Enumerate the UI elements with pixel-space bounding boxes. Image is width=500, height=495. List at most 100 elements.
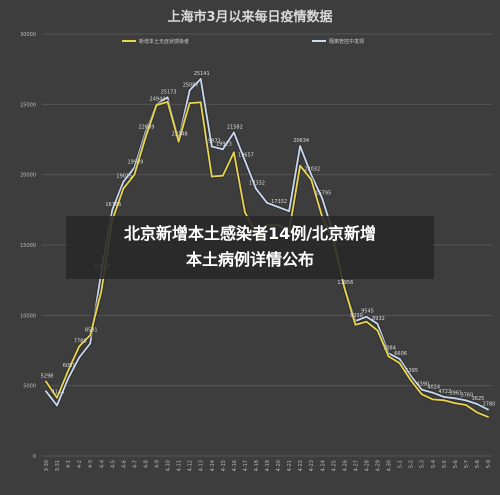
x-tick-label: 4-30 (387, 460, 393, 471)
headline-overlay: 北京新增本土感染者14例/北京新增 本土病例详情公布 (66, 216, 434, 279)
data-point (67, 377, 69, 380)
data-label: 7084 (383, 345, 396, 351)
data-point (122, 187, 125, 190)
x-tick-label: 4-10 (166, 460, 172, 471)
x-tick-label: 4-8 (143, 460, 149, 468)
x-tick-label: 5-6 (453, 460, 459, 468)
data-point (277, 206, 279, 208)
data-label: 20634 (293, 138, 309, 144)
x-tick-label: 4-12 (188, 460, 194, 471)
data-label: 3625 (472, 396, 485, 402)
data-point (431, 391, 434, 394)
data-label: 9545 (361, 309, 374, 315)
data-point (420, 388, 423, 391)
data-label: 4024 (427, 385, 440, 391)
data-label: 4144 (52, 390, 65, 396)
data-point (420, 393, 423, 396)
data-point (244, 211, 246, 214)
data-point (133, 173, 136, 176)
data-point (354, 323, 357, 326)
data-point (310, 178, 313, 181)
x-tick-label: 4-16 (232, 460, 238, 471)
data-point (487, 415, 489, 418)
x-tick-label: 4-19 (265, 460, 271, 471)
x-tick-label: 4-1 (66, 460, 72, 468)
x-tick-label: 4-9 (155, 460, 161, 468)
data-point (188, 89, 191, 92)
data-point (89, 334, 92, 337)
data-label: 19923 (216, 141, 232, 147)
data-label: 5298 (41, 373, 54, 379)
data-point (221, 148, 224, 151)
y-tick-label: 0 (33, 454, 36, 460)
x-tick-label: 3-30 (44, 460, 50, 471)
data-point (376, 329, 379, 332)
data-point (398, 362, 401, 364)
data-point (487, 408, 489, 411)
data-label: 19989 (127, 160, 143, 166)
x-tick-label: 5-4 (431, 460, 437, 468)
x-tick-label: 5-9 (486, 460, 492, 468)
data-point (476, 411, 478, 414)
data-label: 6051 (63, 363, 76, 369)
x-tick-label: 5-8 (475, 460, 481, 468)
data-point (122, 180, 125, 183)
data-point (89, 342, 92, 345)
data-label: 19015 (116, 174, 132, 180)
data-point (453, 402, 456, 405)
data-label: 8581 (85, 327, 98, 333)
data-label: 5395 (405, 368, 418, 374)
data-label: 19657 (238, 153, 254, 159)
data-point (376, 322, 379, 325)
data-label: 17332 (271, 199, 287, 205)
data-label: 8932 (372, 316, 385, 322)
data-point (78, 356, 81, 359)
x-tick-label: 4-25 (331, 460, 337, 471)
data-label: 4722 (438, 389, 451, 395)
x-tick-label: 5-7 (464, 460, 470, 468)
y-tick-label: 30000 (20, 32, 36, 38)
x-tick-label: 3-31 (55, 460, 61, 471)
data-label: 15795 (315, 191, 331, 197)
data-point (199, 78, 202, 80)
data-label: 25141 (194, 71, 210, 77)
data-point (365, 320, 368, 323)
data-point (442, 399, 445, 402)
x-tick-label: 4-22 (298, 460, 304, 471)
legend-label: 隔离管控中发现 (329, 38, 364, 45)
x-tick-label: 4-2 (77, 460, 83, 468)
data-label: 16766 (105, 202, 121, 208)
data-point (321, 197, 324, 200)
data-label: 7788 (74, 338, 87, 344)
data-label: 22032 (304, 167, 320, 173)
x-tick-label: 4-15 (221, 460, 227, 471)
data-point (398, 358, 401, 360)
data-point (100, 290, 103, 293)
data-point (45, 380, 47, 383)
data-point (166, 96, 169, 99)
x-tick-label: 4-18 (254, 460, 260, 471)
data-point (343, 286, 346, 289)
data-point (221, 174, 224, 177)
headline-line-2: 本土病例详情公布 (185, 250, 314, 269)
data-label: 2780 (483, 402, 496, 408)
y-tick-label: 5000 (23, 384, 36, 390)
data-point (45, 390, 47, 393)
x-tick-label: 4-6 (121, 460, 127, 468)
data-point (465, 404, 467, 406)
data-point (431, 398, 434, 401)
data-point (210, 175, 213, 178)
data-point (299, 164, 302, 167)
data-point (288, 210, 290, 213)
data-point (244, 159, 246, 162)
data-label: 22348 (172, 132, 188, 138)
y-tick-label: 20000 (20, 173, 36, 179)
x-tick-label: 4-27 (353, 460, 359, 471)
x-tick-label: 4-4 (99, 460, 105, 468)
x-tick-label: 4-20 (276, 460, 282, 471)
data-label: 17332 (249, 181, 265, 187)
x-tick-label: 4-13 (199, 460, 205, 471)
data-point (476, 403, 478, 405)
data-point (310, 173, 313, 176)
data-point (199, 101, 202, 104)
